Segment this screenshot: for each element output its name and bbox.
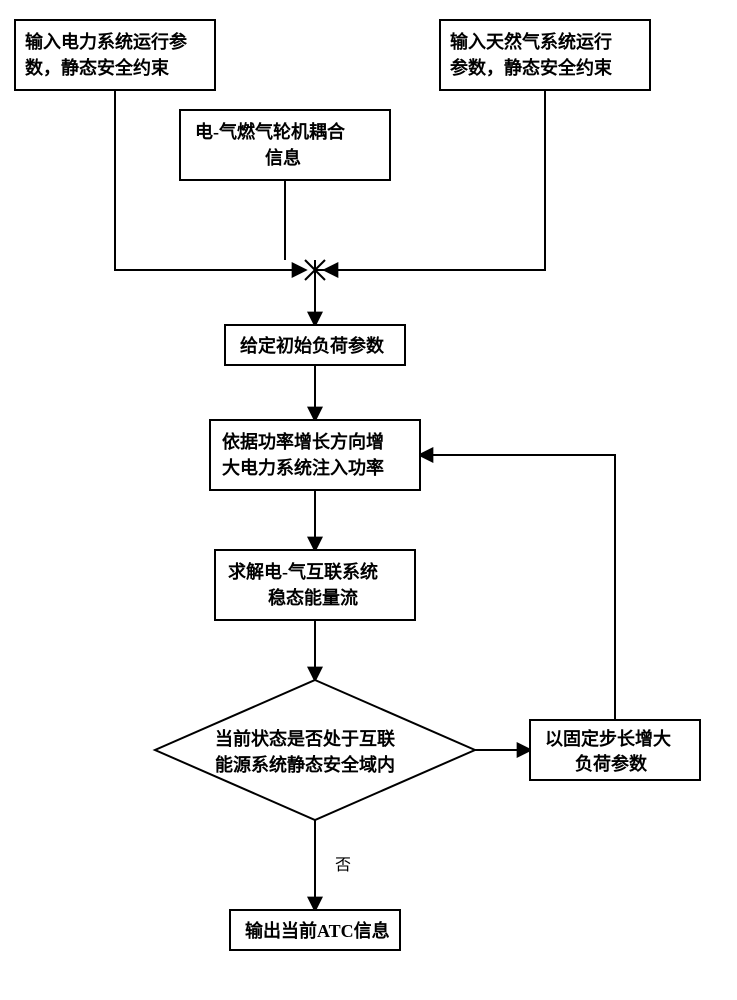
node-step-inc-line2: 负荷参数 [575, 753, 648, 774]
node-inc-power-line2: 大电力系统注入功率 [222, 457, 384, 478]
node-output: 输出当前ATC信息 [230, 910, 400, 950]
node-inc-power: 依据功率增长方向增 大电力系统注入功率 [210, 420, 420, 490]
edge-step-inc-loop-back [420, 455, 615, 720]
node-decision: 当前状态是否处于互联 能源系统静态安全域内 [155, 680, 475, 820]
node-coupling: 电-气燃气轮机耦合 信息 [180, 110, 390, 180]
node-coupling-line1: 电-气燃气轮机耦合 [195, 121, 346, 142]
node-input-gas-line1: 输入天然气系统运行 [450, 31, 612, 52]
node-input-power-line2: 数，静态安全约束 [25, 57, 170, 78]
node-decision-line2: 能源系统静态安全域内 [215, 754, 395, 775]
node-step-inc-line1: 以固定步长增大 [545, 728, 671, 749]
node-inc-power-line1: 依据功率增长方向增 [222, 431, 384, 452]
node-solve-flow-line1: 求解电-气互联系统 [228, 561, 378, 582]
edge-label-no: 否 [335, 857, 351, 874]
node-coupling-line2: 信息 [265, 147, 301, 168]
node-solve-flow-line2: 稳态能量流 [268, 587, 358, 608]
node-step-inc: 以固定步长增大 负荷参数 [530, 720, 700, 780]
flowchart-canvas: 否 输入电力系统运行参 数，静态安全约束 输入天然气系统运行 参数，静态安全约束… [0, 0, 737, 1000]
node-input-gas-line2: 参数，静态安全约束 [450, 57, 613, 78]
node-decision-line1: 当前状态是否处于互联 [215, 728, 395, 749]
node-input-power: 输入电力系统运行参 数，静态安全约束 [15, 20, 215, 90]
node-init-load-line1: 给定初始负荷参数 [240, 335, 385, 356]
node-input-gas: 输入天然气系统运行 参数，静态安全约束 [440, 20, 650, 90]
node-solve-flow: 求解电-气互联系统 稳态能量流 [215, 550, 415, 620]
node-output-line1: 输出当前ATC信息 [245, 920, 390, 941]
node-init-load: 给定初始负荷参数 [225, 325, 405, 365]
node-input-power-line1: 输入电力系统运行参 [25, 31, 188, 52]
